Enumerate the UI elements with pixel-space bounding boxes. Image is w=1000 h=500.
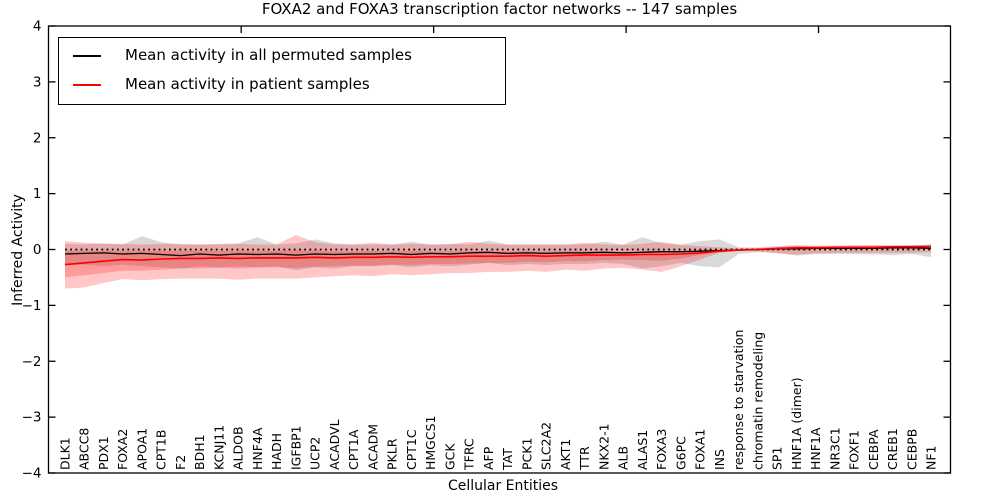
x-category-label: NR3C1 (827, 427, 842, 470)
patient-line-swatch (73, 83, 101, 86)
legend-entry-permuted: Mean activity in all permuted samples (73, 43, 493, 68)
x-category-label: HMGCS1 (423, 416, 438, 471)
y-tick-label: −4 (22, 466, 42, 482)
y-tick-label: 0 (33, 242, 42, 258)
x-category-label: AKT1 (558, 439, 573, 470)
x-category-label: NKX2-1 (596, 423, 611, 470)
x-category-label: G6PC (673, 436, 688, 470)
legend-label-patient: Mean activity in patient samples (125, 75, 370, 93)
x-category-label: SLC2A2 (539, 422, 554, 470)
legend: Mean activity in all permuted samples Me… (58, 37, 506, 105)
x-category-label: CREB1 (885, 428, 900, 470)
x-category-label: AFP (481, 446, 496, 470)
x-category-label: FOXA1 (693, 429, 708, 470)
x-category-label: NF1 (924, 446, 939, 471)
y-tick-label: −3 (22, 410, 42, 426)
x-axis-label: Cellular Entities (447, 478, 559, 494)
x-category-label: UCP2 (308, 437, 323, 470)
y-tick-label: −2 (22, 354, 42, 370)
x-category-label: PCK1 (519, 438, 534, 470)
x-category-label: SP1 (770, 447, 785, 470)
y-tick-label: 3 (33, 74, 42, 90)
y-tick-label: 4 (33, 19, 42, 35)
patient-mean-line (64, 245, 931, 266)
x-category-label: FOXA2 (115, 429, 130, 470)
x-category-label: PKLR (385, 438, 400, 470)
x-category-label: FOXA3 (654, 429, 669, 470)
x-category-label: FOXF1 (847, 430, 862, 470)
x-category-label: F2 (173, 455, 188, 470)
x-category-label: CPT1A (346, 429, 361, 470)
x-category-label: HNF4A (250, 427, 265, 470)
x-category-label: BDH1 (192, 434, 207, 470)
x-category-label: APOA1 (135, 428, 150, 470)
y-tick-label: 2 (33, 130, 42, 146)
x-category-label: IGFBP1 (288, 425, 303, 470)
y-tick-label: −1 (22, 298, 42, 314)
x-category-label: ALAS1 (635, 430, 650, 470)
permuted-line-swatch (73, 54, 101, 57)
x-category-label: KCNJ11 (212, 425, 227, 470)
legend-label-permuted: Mean activity in all permuted samples (125, 46, 412, 64)
x-category-label: ALDOB (231, 426, 246, 470)
x-category-label: chromatin remodeling (750, 332, 765, 470)
x-category-label: HNF1A (808, 427, 823, 470)
x-category-label: HNF1A (dimer) (789, 377, 804, 470)
patient-band-inner (65, 245, 931, 278)
x-category-label: INS (712, 449, 727, 470)
x-category-label: CPT1C (404, 429, 419, 470)
x-category-label: HADH (269, 433, 284, 470)
x-category-label: ABCC8 (77, 428, 92, 470)
x-category-label: ACADM (365, 424, 380, 470)
x-category-label: PDX1 (96, 436, 111, 470)
x-category-label: TFRC (462, 438, 477, 471)
x-category-label: GCK (442, 443, 457, 470)
chart-title: FOXA2 and FOXA3 transcription factor net… (261, 0, 738, 18)
x-category-label: TTR (577, 446, 592, 471)
patient-band-outer (65, 235, 931, 289)
x-category-label: CEBPA (866, 429, 881, 470)
legend-entry-patient: Mean activity in patient samples (73, 72, 493, 97)
x-category-label: ACADVL (327, 419, 342, 470)
x-category-label: TAT (500, 448, 515, 471)
x-category-label: DLK1 (58, 437, 73, 470)
x-category-label: CPT1B (154, 430, 169, 470)
y-tick-label: 1 (33, 186, 42, 202)
x-category-label: ALB (616, 446, 631, 470)
x-category-label: response to starvation (731, 330, 746, 471)
x-category-label: CEBPB (904, 429, 919, 470)
